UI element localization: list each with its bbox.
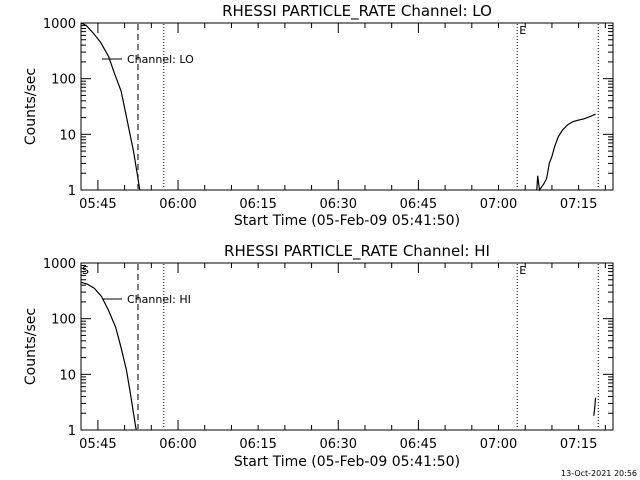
y-tick-label: 1 bbox=[68, 424, 76, 439]
y-axis-label: Counts/sec bbox=[23, 308, 39, 385]
x-tick-label: 07:15 bbox=[560, 437, 597, 452]
chart-panel-1: RHESSI PARTICLE_RATE Channel: LO 1 10 100 10… bbox=[23, 2, 614, 229]
legend-label: Channel: LO bbox=[127, 53, 194, 66]
x-tick-label: 06:15 bbox=[239, 197, 276, 212]
y-tick-label: 10 bbox=[59, 128, 76, 143]
x-tick-label: 07:00 bbox=[480, 197, 517, 212]
chart-panel-2: RHESSI PARTICLE_RATE Channel: HI 1 10 100 10… bbox=[23, 242, 614, 470]
chart-title: RHESSI PARTICLE_RATE Channel: HI bbox=[224, 242, 490, 261]
annotation-end: E bbox=[519, 264, 526, 277]
footer-timestamp: 13-Oct-2021 20:56 bbox=[561, 469, 637, 478]
plot-frame bbox=[80, 22, 614, 191]
series-line bbox=[536, 113, 596, 192]
annotation-start: S bbox=[82, 264, 89, 277]
annotation-end: E bbox=[519, 24, 526, 37]
x-tick-label: 06:00 bbox=[159, 197, 196, 212]
x-axis-label: Start Time (05-Feb-09 05:41:50) bbox=[234, 454, 460, 470]
x-tick-label: 06:00 bbox=[159, 437, 196, 452]
x-tick-label: 06:45 bbox=[400, 437, 437, 452]
y-tick-label: 1000 bbox=[43, 257, 76, 272]
series-line bbox=[80, 281, 137, 431]
y-tick-label: 100 bbox=[51, 73, 76, 88]
y-axis-label: Counts/sec bbox=[23, 68, 39, 145]
y-tick-label: 100 bbox=[51, 313, 76, 328]
plot-frame bbox=[80, 262, 614, 431]
chart-title: RHESSI PARTICLE_RATE Channel: LO bbox=[222, 2, 492, 21]
x-tick-label: 06:30 bbox=[320, 437, 357, 452]
legend-label: Channel: HI bbox=[127, 293, 191, 306]
x-tick-label: 05:45 bbox=[79, 197, 116, 212]
series-line bbox=[80, 22, 141, 191]
x-tick-label: 07:15 bbox=[560, 197, 597, 212]
x-tick-label: 06:30 bbox=[320, 197, 357, 212]
x-tick-label: 06:45 bbox=[400, 197, 437, 212]
y-tick-label: 1000 bbox=[43, 17, 76, 32]
y-tick-label: 1 bbox=[68, 184, 76, 199]
x-axis-label: Start Time (05-Feb-09 05:41:50) bbox=[234, 213, 460, 229]
series-line bbox=[593, 397, 597, 416]
x-tick-label: 05:45 bbox=[79, 437, 116, 452]
y-tick-label: 10 bbox=[59, 368, 76, 383]
x-tick-label: 06:15 bbox=[239, 437, 276, 452]
x-tick-label: 07:00 bbox=[480, 437, 517, 452]
